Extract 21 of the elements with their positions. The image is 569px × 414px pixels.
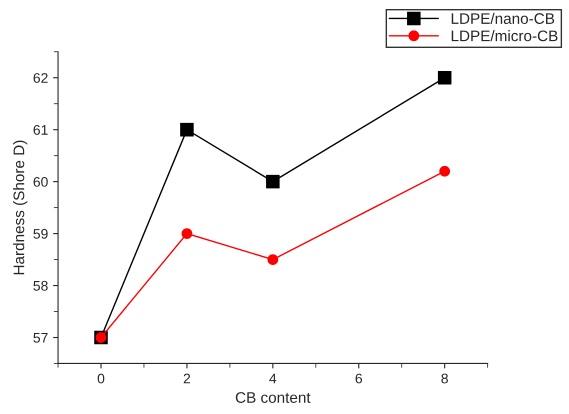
y-tick-label: 58: [33, 280, 48, 291]
y-tick-label: 59: [33, 228, 48, 239]
x-tick-label: 0: [98, 374, 104, 384]
x-tick-label: 6: [356, 374, 362, 384]
y-tick-label: 62: [34, 73, 48, 83]
legend-label: LDPE/nano-CB: [452, 12, 554, 24]
x-tick-label: 8: [441, 374, 448, 384]
y-axis-title: Hardness (Shore D): [13, 140, 28, 274]
point: [266, 174, 280, 188]
point: [439, 166, 450, 177]
x-tick-label: 2: [184, 374, 190, 384]
y-tick-label: 57: [33, 332, 48, 343]
x-tick-label: 4: [269, 374, 276, 384]
point: [180, 122, 194, 136]
y-tick-label: 60: [34, 176, 48, 187]
y-tick-label: 61: [34, 125, 48, 135]
point: [438, 70, 452, 84]
legend-label: LDPE/micro-CB: [452, 30, 558, 42]
point: [182, 228, 192, 239]
point: [267, 254, 278, 265]
x-axis-title: CB content: [236, 392, 311, 403]
